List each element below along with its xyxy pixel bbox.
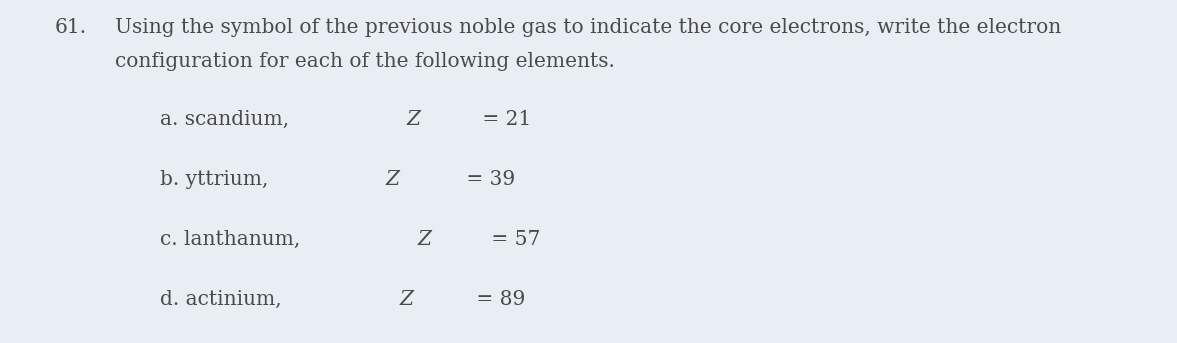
Text: a. scandium,: a. scandium, bbox=[160, 110, 295, 129]
Text: d. actinium,: d. actinium, bbox=[160, 290, 288, 309]
Text: configuration for each of the following elements.: configuration for each of the following … bbox=[115, 52, 614, 71]
Text: = 21: = 21 bbox=[477, 110, 532, 129]
Text: = 89: = 89 bbox=[471, 290, 526, 309]
Text: Z: Z bbox=[399, 290, 413, 309]
Text: = 39: = 39 bbox=[460, 170, 516, 189]
Text: Using the symbol of the previous noble gas to indicate the core electrons, write: Using the symbol of the previous noble g… bbox=[115, 18, 1062, 37]
Text: Z: Z bbox=[406, 110, 420, 129]
Text: Z: Z bbox=[386, 170, 400, 189]
Text: c. lanthanum,: c. lanthanum, bbox=[160, 230, 307, 249]
Text: 61.: 61. bbox=[55, 18, 87, 37]
Text: b. yttrium,: b. yttrium, bbox=[160, 170, 274, 189]
Text: Z: Z bbox=[418, 230, 432, 249]
Text: = 57: = 57 bbox=[485, 230, 540, 249]
